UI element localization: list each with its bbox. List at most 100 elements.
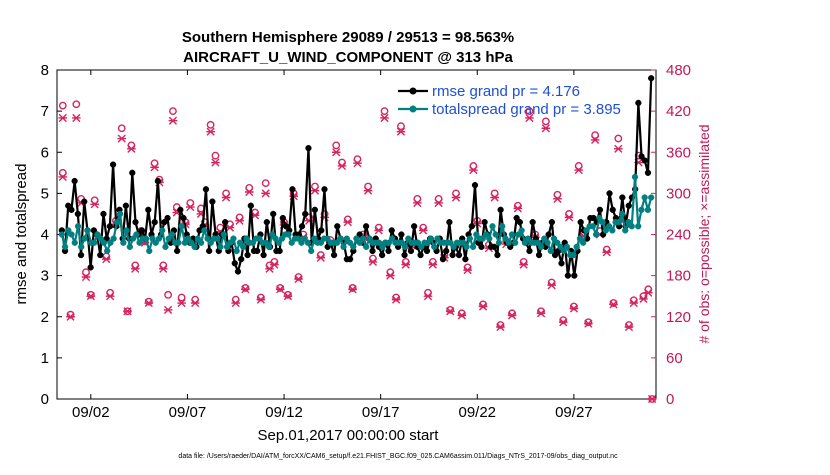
y-axis-right-label: # of obs: o=possible; ×=assimilated bbox=[696, 124, 712, 343]
totalspread-point bbox=[356, 239, 363, 246]
rmse-point bbox=[362, 223, 370, 230]
totalspread-point bbox=[547, 247, 554, 255]
totalspread-point bbox=[278, 235, 286, 242]
obs-possible-marker bbox=[127, 141, 136, 150]
rmse-point bbox=[180, 214, 187, 222]
totalspread-point bbox=[227, 239, 234, 246]
obs-assimilated-marker bbox=[569, 304, 579, 313]
totalspread-point bbox=[311, 235, 318, 242]
totalspread-point bbox=[573, 243, 580, 250]
totalspread-point bbox=[615, 219, 622, 226]
rmse-point bbox=[526, 247, 533, 255]
totalspread-point bbox=[175, 239, 182, 246]
obs-possible-marker bbox=[386, 268, 395, 277]
totalspread-point bbox=[638, 206, 645, 213]
obs-possible-marker bbox=[144, 297, 153, 306]
legend-label-totalspread: totalspread grand pr = 3.895 bbox=[432, 101, 621, 118]
obs-possible-marker bbox=[424, 288, 432, 297]
obs-assimilated-marker bbox=[163, 305, 173, 314]
obs-assimilated-marker bbox=[513, 204, 523, 213]
obs-possible-marker bbox=[625, 321, 633, 329]
obs-possible-marker bbox=[159, 261, 168, 270]
obs-assimilated-marker bbox=[310, 186, 320, 195]
rmse-point bbox=[388, 227, 395, 234]
totalspread-point bbox=[431, 243, 438, 250]
rmse-point bbox=[545, 231, 552, 238]
x-tick-label: 09/27 bbox=[555, 404, 593, 421]
obs-assimilated-marker bbox=[101, 255, 111, 264]
obs-assimilated-marker bbox=[401, 260, 411, 269]
obs-assimilated-marker bbox=[186, 202, 195, 212]
obs-assimilated-marker bbox=[574, 165, 584, 175]
totalspread-point bbox=[385, 239, 393, 246]
y-tick-label: 5 bbox=[41, 185, 49, 202]
obs-possible-marker bbox=[164, 290, 173, 299]
rmse-point bbox=[385, 247, 392, 255]
rmse-point bbox=[318, 227, 325, 234]
totalspread-point bbox=[84, 227, 91, 234]
y-axis-label: rmse and totalspread bbox=[13, 164, 30, 305]
y-right-tick-label: 180 bbox=[666, 268, 691, 285]
rmse-point bbox=[609, 206, 616, 213]
rmse-point bbox=[106, 223, 114, 230]
totalspread-point bbox=[340, 243, 347, 250]
obs-assimilated-marker bbox=[190, 298, 200, 308]
totalspread-point bbox=[486, 235, 493, 242]
totalspread-point bbox=[308, 247, 315, 255]
obs-assimilated-marker bbox=[463, 266, 472, 275]
obs-possible-marker bbox=[446, 305, 455, 314]
y-right-tick-label: 420 bbox=[666, 103, 691, 120]
rmse-point bbox=[321, 186, 328, 193]
totalspread-point bbox=[133, 231, 140, 238]
totalspread-point bbox=[104, 247, 111, 255]
obs-possible-marker bbox=[338, 158, 346, 167]
rmse-point bbox=[423, 247, 431, 255]
rmse-point bbox=[471, 182, 479, 189]
totalspread-point bbox=[223, 243, 231, 250]
obs-possible-marker bbox=[284, 290, 292, 299]
obs-assimilated-marker bbox=[294, 274, 303, 284]
rmse-point bbox=[619, 194, 626, 201]
totalspread-point bbox=[505, 239, 512, 246]
rmse-point bbox=[238, 256, 245, 263]
totalspread-point bbox=[599, 219, 606, 226]
obs-possible-marker bbox=[169, 107, 177, 116]
rmse-point bbox=[254, 247, 261, 255]
y-right-tick-label: 120 bbox=[666, 309, 691, 326]
rmse-point bbox=[177, 206, 184, 213]
rmse-point bbox=[100, 210, 107, 218]
obs-assimilated-marker bbox=[256, 295, 266, 304]
totalspread-point bbox=[298, 239, 305, 246]
obs-assimilated-marker bbox=[519, 260, 528, 269]
obs-assimilated-marker bbox=[507, 311, 517, 320]
obs-assimilated-marker bbox=[396, 127, 406, 136]
obs-possible-marker bbox=[348, 284, 357, 292]
obs-possible-marker bbox=[211, 151, 220, 160]
obs-assimilated-marker bbox=[105, 292, 115, 301]
totalspread-point bbox=[398, 239, 405, 246]
rmse-point bbox=[648, 75, 655, 82]
totalspread-point bbox=[333, 239, 341, 246]
x-tick-label: 09/02 bbox=[72, 404, 110, 421]
obs-assimilated-marker bbox=[525, 113, 534, 123]
totalspread-point bbox=[201, 227, 208, 234]
obs-assimilated-marker bbox=[368, 257, 378, 267]
obs-possible-marker bbox=[231, 295, 240, 304]
obs-assimilated-marker bbox=[337, 161, 347, 171]
rmse-point bbox=[491, 243, 498, 250]
rmse-point bbox=[129, 169, 136, 176]
obs-assimilated-marker bbox=[643, 288, 653, 297]
rmse-point bbox=[161, 219, 168, 226]
rmse-point bbox=[311, 206, 319, 213]
obs-possible-marker bbox=[591, 131, 600, 140]
totalspread-point bbox=[589, 223, 597, 230]
obs-assimilated-marker bbox=[241, 285, 250, 294]
rmse-point bbox=[145, 206, 152, 213]
obs-possible-marker bbox=[559, 316, 568, 325]
rmse-point bbox=[398, 231, 405, 238]
x-tick-label: 09/12 bbox=[265, 404, 303, 421]
totalspread-point bbox=[181, 239, 189, 246]
totalspread-point bbox=[68, 231, 75, 238]
obs-possible-marker bbox=[537, 307, 545, 316]
totalspread-point bbox=[622, 227, 629, 234]
